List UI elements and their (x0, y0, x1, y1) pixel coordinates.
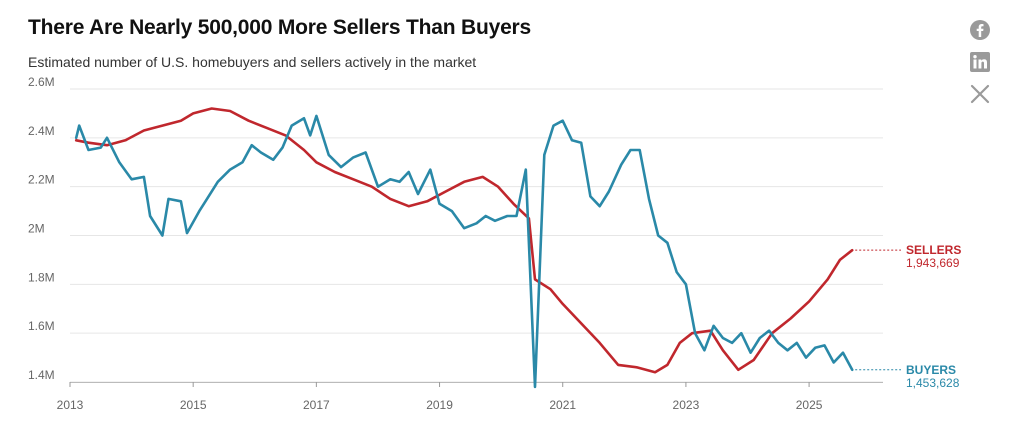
y-tick-label: 1.8M (28, 270, 55, 284)
x-tick-label: 2013 (57, 398, 84, 412)
series-name-label: BUYERS (906, 363, 956, 377)
y-axis: 1.4M 1.6M 1.8M 2M 2.2M 2.4M 2.6M (28, 75, 55, 382)
y-tick-label: 2.6M (28, 75, 55, 89)
y-tick-label: 1.6M (28, 319, 55, 333)
x-icon[interactable] (969, 83, 991, 105)
facebook-icon[interactable] (969, 19, 991, 41)
series-name-label: SELLERS (906, 243, 961, 257)
series-line-sellers (74, 107, 854, 374)
y-tick-label: 1.4M (28, 368, 55, 382)
y-tick-label: 2.4M (28, 124, 55, 138)
x-axis: 2013 2015 2017 2019 2021 2023 2025 (57, 382, 883, 412)
series-line-buyers (74, 114, 854, 389)
chart-title: There Are Nearly 500,000 More Sellers Th… (28, 16, 532, 39)
y-tick-label: 2M (28, 222, 45, 236)
x-tick-label: 2019 (426, 398, 453, 412)
series-lines (74, 107, 854, 389)
chart-subtitle: Estimated number of U.S. homebuyers and … (28, 54, 477, 70)
linkedin-icon[interactable] (969, 51, 991, 73)
x-tick-label: 2015 (180, 398, 207, 412)
y-tick-label: 2.2M (28, 173, 55, 187)
series-value-label: 1,453,628 (906, 376, 960, 390)
x-tick-label: 2025 (796, 398, 823, 412)
series-value-label: 1,943,669 (906, 256, 960, 270)
x-tick-label: 2017 (303, 398, 330, 412)
x-tick-label: 2023 (673, 398, 700, 412)
x-tick-label: 2021 (549, 398, 576, 412)
